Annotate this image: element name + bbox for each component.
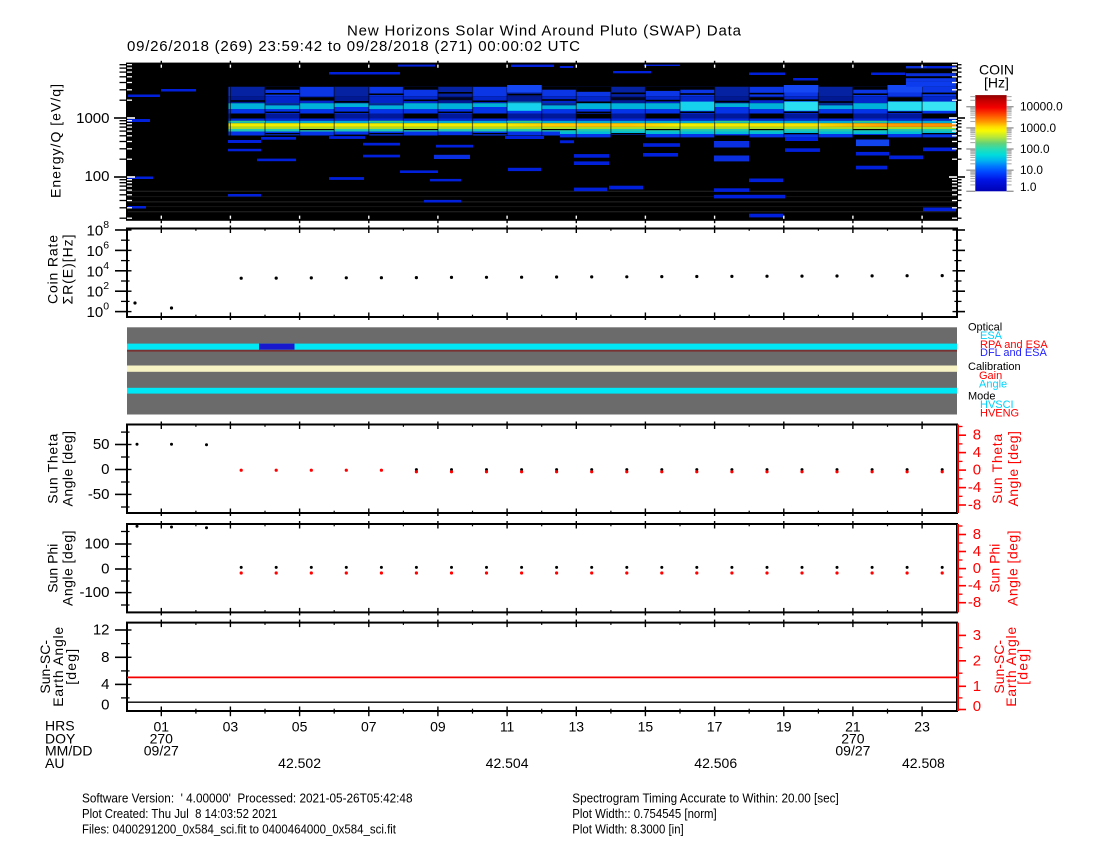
svg-text:19: 19 [776, 719, 792, 735]
svg-text:-4: -4 [968, 577, 981, 594]
svg-text:8: 8 [973, 526, 981, 543]
svg-text:07: 07 [361, 719, 377, 735]
svg-text:Angle [deg]: Angle [deg] [1005, 431, 1021, 507]
svg-text:50: 50 [93, 436, 110, 453]
svg-text:09/26/2018 (269) 23:59:42 to 0: 09/26/2018 (269) 23:59:42 to 09/28/2018 … [127, 38, 580, 55]
svg-text:100: 100 [84, 536, 109, 553]
svg-text:100: 100 [84, 168, 109, 185]
svg-text:4: 4 [973, 543, 981, 560]
svg-text:4: 4 [973, 444, 981, 461]
svg-text:ESA: ESA [980, 330, 1003, 342]
svg-text:10.0: 10.0 [1020, 163, 1043, 177]
svg-text:Angle [deg]: Angle [deg] [60, 431, 76, 507]
svg-text:COIN: COIN [979, 62, 1014, 78]
svg-text:-4: -4 [968, 479, 981, 496]
svg-text:0: 0 [973, 560, 981, 577]
svg-text:ΣR(E)[Hz]: ΣR(E)[Hz] [60, 235, 76, 305]
svg-text:Sun Phi: Sun Phi [987, 544, 1003, 593]
svg-text:Sun Theta: Sun Theta [44, 433, 60, 503]
svg-text:42.506: 42.506 [694, 755, 737, 771]
svg-text:21: 21 [845, 719, 861, 735]
svg-text:Sun Phi: Sun Phi [44, 544, 60, 593]
svg-text:Software Version: ' 4.00000': Software Version: ' 4.00000' Processed: … [82, 791, 413, 806]
svg-text:Earth Angle: Earth Angle [50, 627, 66, 707]
svg-text:-100: -100 [79, 584, 109, 601]
svg-text:Sun-SC-: Sun-SC- [37, 640, 53, 694]
svg-text:42.508: 42.508 [902, 755, 945, 771]
svg-text:New Horizons Solar Wind Around: New Horizons Solar Wind Around Pluto (SW… [347, 22, 742, 39]
svg-text:Coin Rate: Coin Rate [44, 235, 60, 304]
svg-text:1.0: 1.0 [1020, 180, 1037, 194]
svg-text:2: 2 [973, 652, 981, 669]
svg-text:MM/DD: MM/DD [45, 743, 92, 759]
svg-text:0: 0 [101, 697, 109, 714]
svg-text:42.502: 42.502 [278, 755, 321, 771]
svg-text:8: 8 [101, 649, 109, 666]
svg-text:Gain: Gain [979, 370, 1002, 382]
svg-text:HVENG: HVENG [980, 408, 1019, 420]
svg-text:Plot Created: Thu Jul 8 14:03: Plot Created: Thu Jul 8 14:03:52 2021 [82, 806, 277, 821]
svg-text:Sun Theta: Sun Theta [989, 434, 1005, 504]
svg-text:-8: -8 [968, 594, 981, 611]
svg-text:AU: AU [45, 755, 64, 771]
svg-text:0: 0 [973, 698, 981, 715]
svg-text:[deg]: [deg] [63, 649, 79, 685]
svg-text:Angle: Angle [979, 379, 1007, 391]
svg-text:[Hz]: [Hz] [984, 74, 1009, 90]
svg-text:09/27: 09/27 [144, 743, 179, 759]
svg-text:-8: -8 [968, 497, 981, 514]
svg-text:42.504: 42.504 [486, 755, 529, 771]
svg-text:11: 11 [500, 719, 515, 735]
svg-text:Angle [deg]: Angle [deg] [1004, 530, 1020, 606]
svg-text:1: 1 [973, 678, 981, 695]
svg-text:4: 4 [101, 676, 109, 693]
svg-text:0: 0 [101, 561, 109, 578]
svg-text:17: 17 [707, 719, 723, 735]
svg-text:0: 0 [973, 462, 981, 479]
svg-text:RPA and ESA: RPA and ESA [980, 339, 1048, 351]
svg-text:23: 23 [914, 719, 930, 735]
svg-text:Earth Angle: Earth Angle [1003, 627, 1019, 707]
svg-text:Files: 0400291200_0x584_sci.fi: Files: 0400291200_0x584_sci.fit to 04004… [82, 821, 396, 836]
svg-text:15: 15 [638, 719, 654, 735]
svg-text:-50: -50 [88, 486, 110, 503]
svg-text:Plot Width:: 0.754545 [norm]: Plot Width:: 0.754545 [norm] [572, 806, 716, 821]
svg-text:1000.0: 1000.0 [1020, 121, 1057, 135]
svg-text:270: 270 [841, 730, 865, 746]
svg-text:01: 01 [154, 719, 170, 735]
svg-text:Energy/Q [eV/q]: Energy/Q [eV/q] [48, 84, 64, 198]
svg-text:10000.0: 10000.0 [1020, 100, 1063, 114]
svg-text:05: 05 [292, 719, 308, 735]
svg-text:8: 8 [973, 427, 981, 444]
svg-text:09/27: 09/27 [835, 743, 870, 759]
svg-text:09: 09 [430, 719, 446, 735]
svg-text:Sun-SC-: Sun-SC- [991, 640, 1007, 694]
svg-text:Calibration: Calibration [968, 361, 1021, 373]
svg-text:13: 13 [569, 719, 585, 735]
svg-text:DOY: DOY [45, 730, 76, 746]
svg-text:DFL and ESA: DFL and ESA [980, 347, 1048, 359]
svg-text:3: 3 [973, 627, 981, 644]
svg-text:Angle [deg]: Angle [deg] [60, 530, 76, 606]
svg-text:HRS: HRS [45, 718, 75, 734]
svg-text:Spectrogram Timing Accurate to: Spectrogram Timing Accurate to Within: 2… [572, 791, 839, 806]
svg-text:Mode: Mode [968, 391, 996, 403]
svg-text:Optical: Optical [968, 321, 1002, 333]
svg-text:03: 03 [223, 719, 239, 735]
svg-text:[deg]: [deg] [1015, 649, 1031, 685]
svg-text:Plot Width: 8.3000 [in]: Plot Width: 8.3000 [in] [572, 821, 683, 836]
svg-text:100.0: 100.0 [1020, 142, 1050, 156]
svg-text:1000: 1000 [76, 110, 109, 127]
svg-text:12: 12 [93, 622, 110, 639]
svg-text:0: 0 [101, 461, 109, 478]
svg-text:HVSCI: HVSCI [980, 399, 1014, 411]
svg-text:270: 270 [150, 730, 174, 746]
